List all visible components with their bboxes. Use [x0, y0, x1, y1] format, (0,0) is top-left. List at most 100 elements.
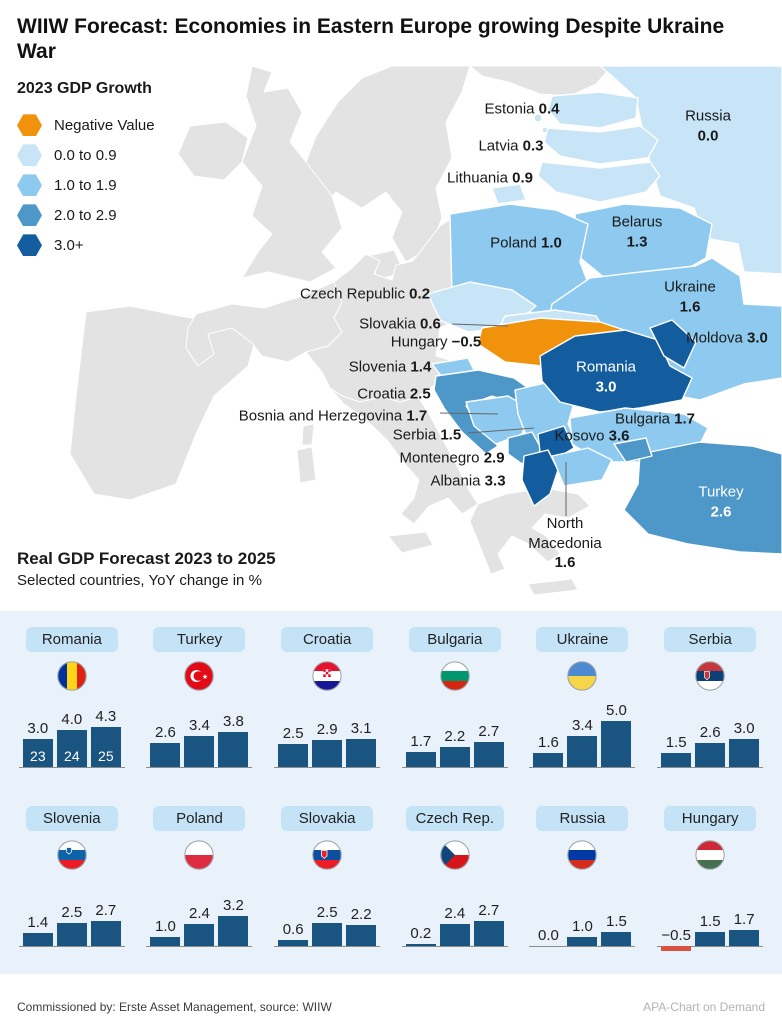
- bar: [601, 720, 632, 768]
- bar-column: 3.2: [218, 880, 249, 946]
- bar-column: 3.4: [567, 701, 598, 768]
- year-label: 23: [30, 748, 46, 765]
- bar: [312, 740, 343, 768]
- map-label-czech-republic: Czech Republic 0.2: [299, 285, 431, 303]
- land-greece: [469, 487, 591, 575]
- mini-bar-chart: 1.5 2.6 3.0: [657, 701, 764, 769]
- bar-column: 2.7: [473, 701, 504, 768]
- country-shape-estonia: [547, 91, 639, 130]
- legend-item: Negative Value: [17, 110, 155, 140]
- map-label-bulgaria: Bulgaria 1.7: [614, 410, 696, 428]
- bars-area: 0.0 1.0 1.5: [529, 880, 636, 947]
- legend-item-label: 1.0 to 1.9: [54, 176, 117, 194]
- legend-item: 0.0 to 0.9: [17, 140, 155, 170]
- country-panel-serbia: Serbia 1.5 2.6 3.0: [648, 627, 772, 796]
- bar-value-label: 2.2: [444, 727, 466, 745]
- bar-column: −0.5: [661, 880, 692, 951]
- country-panel-bulgaria: Bulgaria 1.7 2.2 2.7: [393, 627, 517, 796]
- country-pill: Bulgaria: [408, 627, 501, 653]
- map-label-slovenia: Slovenia 1.4: [348, 358, 432, 376]
- bar: 25: [90, 727, 121, 768]
- mini-bar-chart: 1.7 2.2 2.7: [401, 701, 508, 769]
- year-label: 25: [98, 748, 114, 765]
- bar-column: 1.4: [22, 880, 53, 946]
- country-panel-ukraine: Ukraine 1.6 3.4 5.0: [521, 627, 645, 796]
- section-title: Real GDP Forecast 2023 to 2025: [17, 549, 276, 569]
- bar-column: 3.8: [218, 701, 249, 768]
- country-pill: Czech Rep.: [405, 805, 504, 831]
- map-label-latvia: Latvia 0.3: [478, 137, 544, 155]
- mini-bar-chart: 0.2 2.4 2.7: [401, 880, 508, 947]
- legend-item-label: 0.0 to 0.9: [54, 146, 117, 164]
- bar-value-label: 2.9: [316, 721, 338, 739]
- bar: [533, 752, 564, 768]
- bar: [729, 930, 760, 946]
- map-label-north-macedonia: North Macedonia 1.6: [528, 515, 602, 572]
- footer-brand: APA-Chart on Demand: [643, 1000, 765, 1015]
- legend-hexagon-swatch: [17, 174, 42, 197]
- bar: [312, 922, 343, 946]
- bar: [695, 931, 726, 946]
- country-pill: Russia: [536, 805, 629, 831]
- map-label-estonia: Estonia 0.4: [484, 100, 560, 118]
- land-finland: [469, 66, 613, 97]
- bar-value-label: 2.5: [61, 903, 83, 921]
- land-scandinavia: [291, 66, 471, 263]
- bar-column: 0.6: [278, 880, 309, 946]
- bar-column: 2.2: [346, 880, 377, 946]
- bar: [567, 936, 598, 946]
- section-subtitle: Selected countries, YoY change in %: [17, 572, 262, 590]
- map-label-romania: Romania 3.0: [575, 358, 637, 396]
- bar-value-label: 0.6: [282, 921, 304, 939]
- bar-value-label: 2.7: [95, 901, 117, 919]
- country-pill: Slovakia: [281, 805, 374, 831]
- bar: [150, 936, 181, 946]
- land-corsica: [301, 423, 315, 446]
- land-sardinia: [296, 446, 317, 484]
- bar: [218, 916, 249, 946]
- country-pill: Slovenia: [25, 805, 118, 831]
- country-shape-albania: [521, 449, 559, 508]
- bar-value-label: 2.7: [478, 723, 500, 741]
- bulgaria-flag-icon: [440, 661, 470, 691]
- bar-value-label: 3.2: [223, 897, 244, 915]
- bar-value-label: 3.1: [350, 719, 372, 737]
- bar-column: 2.5: [312, 880, 343, 946]
- svg-text:★: ★: [202, 673, 208, 681]
- bar-column: 4.3 25: [90, 701, 121, 768]
- bars-area: 0.6 2.5 2.2: [274, 880, 381, 947]
- bars-area: 2.6 3.4 3.8: [146, 701, 253, 769]
- country-shape-north-macedonia: [551, 447, 613, 488]
- map-label-belarus: Belarus 1.3: [611, 213, 663, 251]
- bar-value-label: 2.4: [444, 904, 466, 922]
- mini-bar-chart: 0.0 1.0 1.5: [529, 880, 636, 947]
- bar: [405, 944, 436, 946]
- bar-value-label: 1.5: [665, 734, 687, 752]
- bar-column: 3.0 23: [22, 701, 53, 768]
- bar-value-label: 2.5: [282, 725, 304, 743]
- bar-value-label: 3.0: [733, 720, 755, 738]
- country-pill: Croatia: [281, 627, 374, 653]
- bar: [184, 735, 215, 768]
- country-pill: Hungary: [664, 805, 757, 831]
- map-label-serbia: Serbia 1.5: [392, 426, 462, 444]
- legend-hexagon-swatch: [17, 114, 42, 137]
- bar-column: 1.5: [695, 880, 726, 946]
- bar-column: 1.7: [729, 880, 760, 946]
- bar: 23: [22, 739, 53, 768]
- mini-bar-chart: 2.6 3.4 3.8: [146, 701, 253, 769]
- slovenia-flag-icon: [57, 840, 87, 870]
- country-pill: Romania: [25, 627, 118, 653]
- country-shape-belarus: [574, 203, 713, 286]
- land-france: [185, 281, 343, 367]
- bars-area: −0.5 1.5 1.7: [657, 880, 764, 951]
- map-label-russia: Russia 0.0: [685, 107, 731, 145]
- hungary-flag-icon: [695, 840, 725, 870]
- bar-column: 2.2: [439, 701, 470, 768]
- russia-flag-icon: [567, 840, 598, 870]
- map-label-ukraine: Ukraine 1.6: [664, 278, 716, 316]
- land-sicily: [387, 531, 434, 554]
- bar: [184, 923, 215, 946]
- gdp-forecast-panel: Romania 3.0 23 4.0 24 4.3 25 Turkey ★ 2.6 3.4 3.8 Cr…: [0, 611, 782, 975]
- year-label: 24: [64, 748, 80, 765]
